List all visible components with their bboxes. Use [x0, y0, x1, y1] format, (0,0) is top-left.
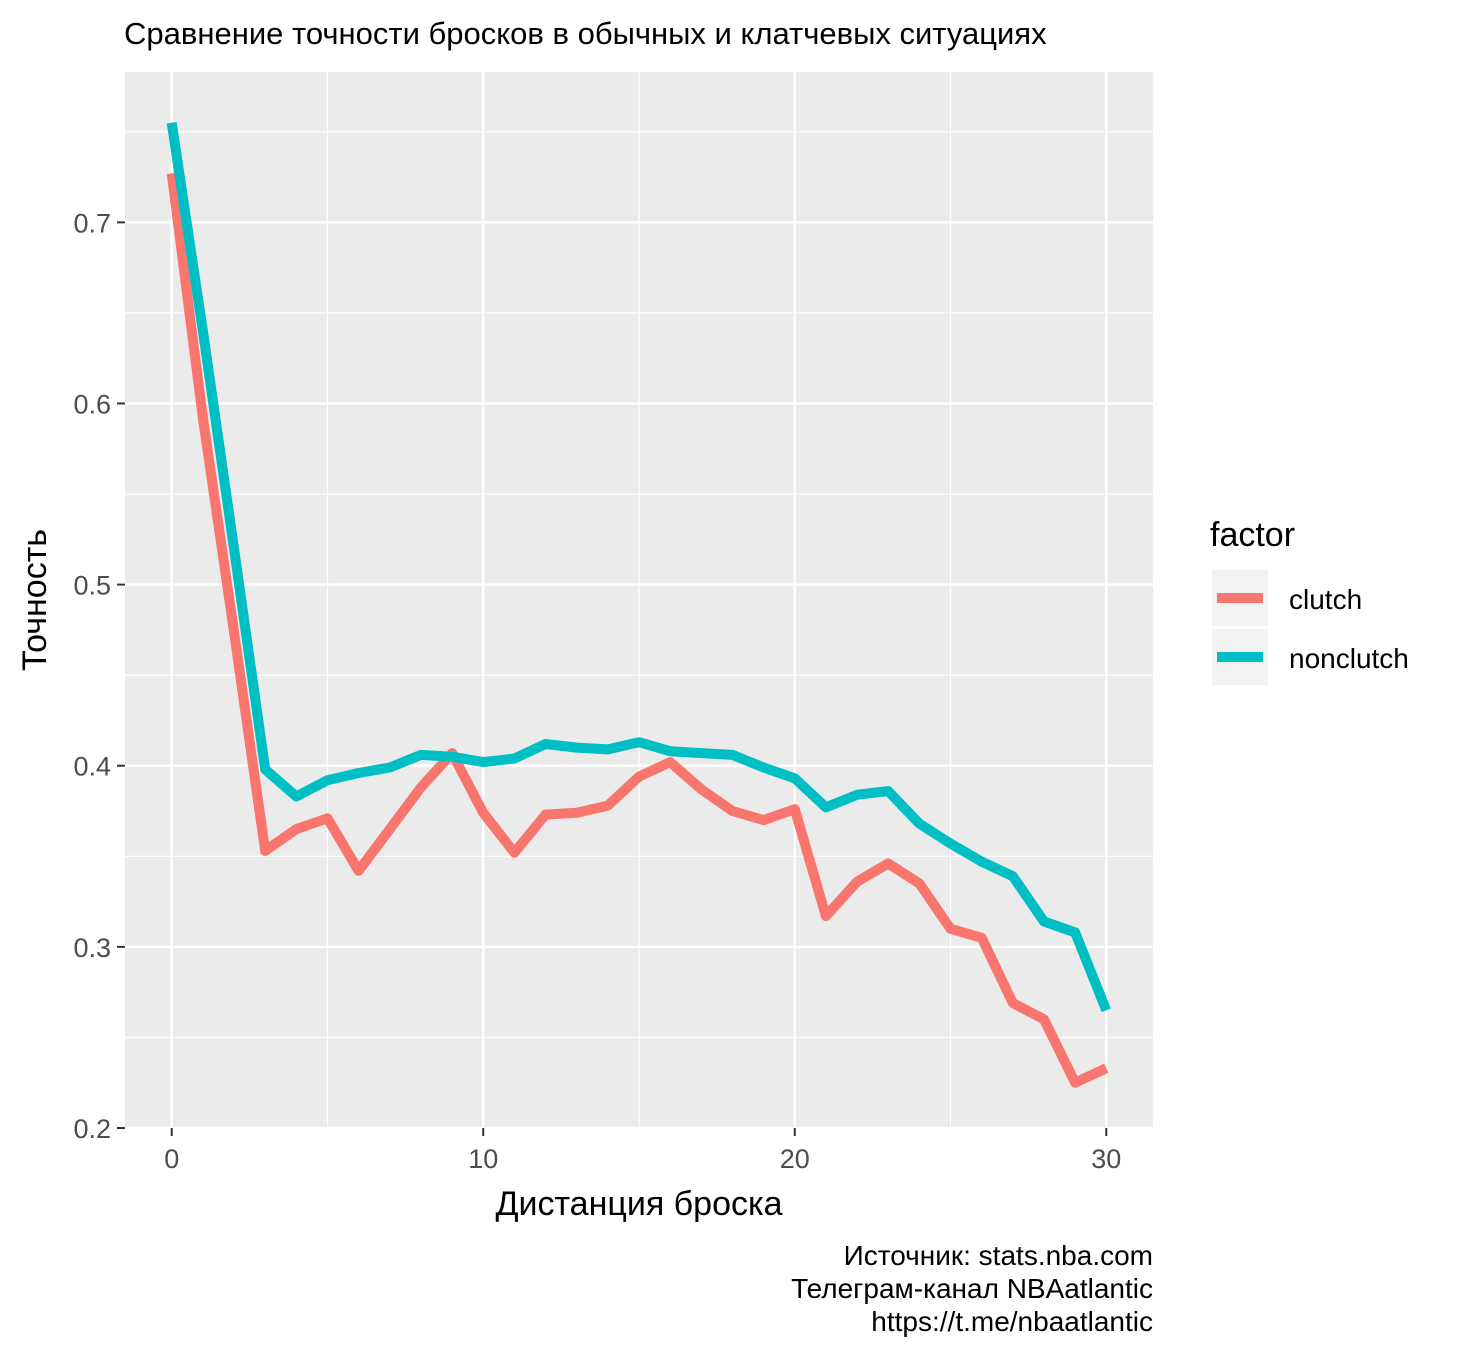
- y-tick-label: 0.6: [73, 389, 111, 419]
- y-tick-label: 0.7: [73, 208, 111, 238]
- grid-minor: [125, 72, 1153, 1128]
- y-tick-label: 0.2: [73, 1114, 111, 1144]
- y-tick-label: 0.4: [73, 752, 111, 782]
- caption: Источник: stats.nba.com Телеграм-канал N…: [791, 1240, 1153, 1337]
- caption-source: Источник: stats.nba.com: [844, 1240, 1153, 1271]
- x-axis: 0 10 20 30: [164, 1128, 1121, 1174]
- series-line-clutch: [166, 172, 1109, 1088]
- x-tick-label: 30: [1091, 1144, 1121, 1174]
- y-tick-label: 0.3: [73, 933, 111, 963]
- y-tick-label: 0.5: [73, 571, 111, 601]
- legend-label-nonclutch: nonclutch: [1289, 643, 1409, 674]
- x-tick-label: 10: [468, 1144, 498, 1174]
- caption-telegram: Телеграм-канал NBAatlantic: [791, 1273, 1153, 1304]
- x-tick-label: 0: [164, 1144, 179, 1174]
- series-lines: [166, 121, 1111, 1088]
- x-axis-title: Дистанция броска: [495, 1185, 782, 1223]
- legend: factor clutch nonclutch: [1210, 516, 1409, 685]
- y-axis: 0.2 0.3 0.4 0.5 0.6 0.7: [73, 208, 125, 1144]
- chart-title: Сравнение точности бросков в обычных и к…: [124, 16, 1047, 51]
- legend-title: factor: [1210, 516, 1295, 554]
- y-axis-title: Точность: [16, 529, 54, 671]
- series-line-nonclutch: [166, 121, 1111, 1013]
- x-tick-label: 20: [780, 1144, 810, 1174]
- caption-url: https://t.me/nbaatlantic: [871, 1306, 1153, 1337]
- legend-label-clutch: clutch: [1289, 584, 1362, 615]
